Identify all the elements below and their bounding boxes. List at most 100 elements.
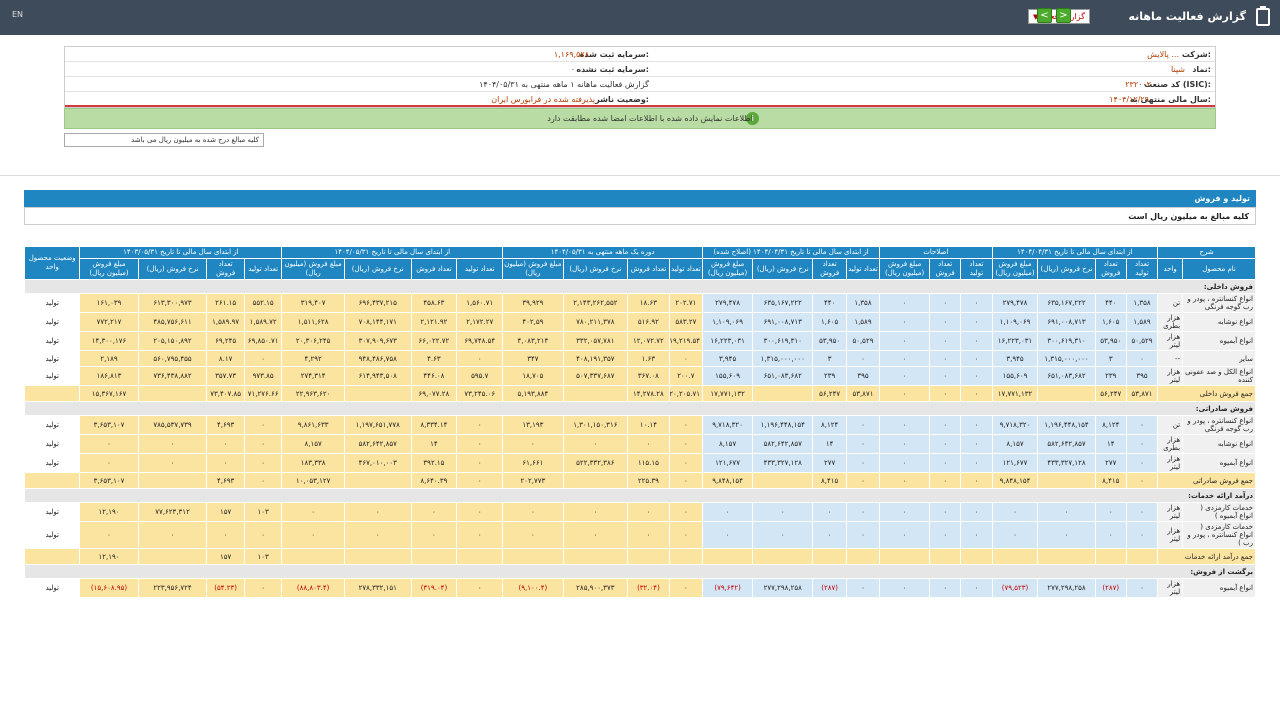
table-cell: ۰ xyxy=(562,521,629,549)
table-cell: ۵۸۳.۲۷ xyxy=(668,312,704,332)
table-cell: ۰ xyxy=(456,350,504,367)
sum-status xyxy=(23,385,81,402)
capital-label: سرمایه ثبت شده: xyxy=(579,50,649,59)
sum-cell xyxy=(752,472,814,489)
sum-cell: ۲۲,۹۶۳,۶۲۰ xyxy=(281,385,345,402)
table-cell: ۰ xyxy=(1125,434,1159,454)
table-cell: ۰ xyxy=(960,312,993,332)
table-cell: ۱,۱۹۶,۴۴۸,۱۵۴ xyxy=(752,415,814,435)
product-unit: هزار لیتر xyxy=(1157,578,1184,598)
table-cell: ۴۳۳,۳۲۷,۱۲۸ xyxy=(1037,453,1096,473)
table-cell: ۱۲,۱۹۰ xyxy=(79,502,139,522)
col-group-ytd-current: از ابتدای سال مالی تا تاریخ ۱۴۰۴/۰۵/۳۱ xyxy=(281,246,504,259)
sum-cell xyxy=(1037,472,1096,489)
sum-cell xyxy=(343,385,412,402)
sum-cell xyxy=(960,548,993,565)
language-toggle[interactable]: EN xyxy=(12,10,24,19)
table-cell: ۵۵۲.۱۵ xyxy=(243,293,283,313)
table-cell: ۰ xyxy=(960,434,993,454)
table-cell: ۰ xyxy=(668,453,704,473)
table-cell: ۷۸۵,۵۳۷,۷۳۹ xyxy=(137,415,208,435)
table-cell: ۰ xyxy=(960,502,993,522)
prev-button[interactable]: < xyxy=(1037,8,1052,23)
table-cell: ۰ xyxy=(502,502,564,522)
table-cell: ۷۳۶,۴۳۸,۸۸۲ xyxy=(137,366,208,386)
table-cell: ۱۰۳ xyxy=(243,502,283,522)
sum-cell: ۴,۶۹۳ xyxy=(206,472,245,489)
sum-row: جمع درآمد ارائه خدمات ۱۰۳ ۱۵۷ ۱۲,۱۹۰ xyxy=(23,548,1256,565)
info-row: نماد: شپنا سرمایه ثبت نشده: ۰ xyxy=(65,62,1215,77)
table-cell: ۹۴۸,۴۸۶,۷۵۸ xyxy=(343,350,412,367)
table-cell: ۰ xyxy=(243,434,283,454)
product-status: تولید xyxy=(23,366,81,386)
product-name: خدمات کارمزدی ( انواع آبمیوه ) xyxy=(1182,502,1256,522)
table-cell: ۰ xyxy=(410,502,458,522)
table-cell: ۲۰۵,۱۵۰,۸۹۲ xyxy=(137,331,208,351)
table-cell: ۰ xyxy=(929,331,962,351)
fiscal-year-label: سال مالی منتهی به: xyxy=(1129,95,1211,104)
table-cell: ۱۱۵.۱۵ xyxy=(627,453,670,473)
table-cell: ۷۸۰,۲۱۱,۳۷۸ xyxy=(562,312,629,332)
col-sub-header: تعداد فروش xyxy=(206,258,245,280)
table-cell: ۲۷۹,۴۷۸ xyxy=(702,293,754,313)
table-cell: ۱۶۱,۰۳۹ xyxy=(79,293,139,313)
table-row: انواع آبمیوه هزار لیتر ۰ ۲۷۷ ۴۳۳,۳۲۷,۱۲۸ ۱۲۱,… xyxy=(23,453,1256,473)
col-sub-header: تعداد تولید xyxy=(456,258,504,280)
table-cell: ۸,۳۳۴.۱۴ xyxy=(410,415,458,435)
product-unit: هزار لیتر xyxy=(1157,331,1184,351)
sum-cell: ۱۷,۷۷۱,۱۳۲ xyxy=(702,385,754,402)
table-row: انواع آبمیوه هزار لیتر ۵۰,۵۲۹ ۵۳,۹۵۰ ۳۰۰,۶۱۹… xyxy=(23,331,1256,351)
col-product: نام محصول xyxy=(1182,258,1256,280)
table-cell: ۶۱۳,۳۰۰,۹۷۳ xyxy=(137,293,208,313)
next-button[interactable]: > xyxy=(1056,8,1071,23)
sum-label: جمع فروش صادراتی xyxy=(1157,472,1256,489)
col-group-ytd-corrected: از ابتدای سال مالی تا تاریخ ۱۴۰۴/۰۴/۳۱ (… xyxy=(702,246,881,259)
table-cell: ۰ xyxy=(668,415,704,435)
col-sub-header: تعداد فروش xyxy=(627,258,670,280)
sum-cell xyxy=(137,472,208,489)
table-cell: ۲۷۷ xyxy=(812,453,847,473)
table-cell: ۱,۳۰۱,۱۵۰,۳۱۶ xyxy=(562,415,629,435)
table-cell: ۰ xyxy=(1125,502,1159,522)
sum-cell xyxy=(627,548,670,565)
sum-cell: ۱۴,۲۷۸.۲۸ xyxy=(627,385,670,402)
product-name: انواع آبمیوه xyxy=(1182,578,1256,598)
col-group-month: دوره یک ماهه منتهی به ۱۴۰۴/۰۵/۳۱ xyxy=(502,246,704,259)
info-icon: i xyxy=(746,112,759,125)
table-cell: ۰ xyxy=(960,331,993,351)
table-row: انواع آبمیوه هزار لیتر ۰ (۲۸۷) ۲۷۷,۲۹۸,۲۵۸ (۷… xyxy=(23,578,1256,598)
product-status: تولید xyxy=(23,578,81,598)
table-cell: ۱,۳۱۵,۰۰۰,۰۰۰ xyxy=(1037,350,1096,367)
product-status: تولید xyxy=(23,415,81,435)
table-cell: ۴۶۷,۰۱۰,۰۰۳ xyxy=(343,453,412,473)
table-cell: ۰ xyxy=(1037,502,1096,522)
table-cell: ۰ xyxy=(879,366,931,386)
table-cell: ۰ xyxy=(929,502,962,522)
divider xyxy=(65,105,1215,107)
sum-cell: ۰ xyxy=(845,472,881,489)
table-cell: ۲۷۷,۲۹۸,۲۵۸ xyxy=(752,578,814,598)
sum-cell: ۸,۴۱۵ xyxy=(812,472,847,489)
sum-status xyxy=(23,548,81,565)
table-cell: ۵۸۲,۶۴۲,۸۵۷ xyxy=(752,434,814,454)
category-row: برگشت از فروش: xyxy=(24,564,1256,579)
table-cell: ۳۹۲.۱۵ xyxy=(410,453,458,473)
sum-cell: ۰ xyxy=(960,472,993,489)
table-cell: ۰ xyxy=(879,578,931,598)
table-cell: ۲,۱۴۳,۲۶۲,۵۵۲ xyxy=(562,293,629,313)
sum-cell xyxy=(702,548,754,565)
table-cell: ۰ xyxy=(879,434,931,454)
table-cell: ۴۳۳,۳۲۷,۱۲۸ xyxy=(752,453,814,473)
table-cell: ۰ xyxy=(627,521,670,549)
col-group-ytd-prev: از ابتدای سال مالی تا تاریخ ۱۴۰۳/۰۵/۳۱ xyxy=(79,246,283,259)
table-cell: ۰ xyxy=(752,521,814,549)
table-cell: ۱۹,۲۱۹.۵۴ xyxy=(668,331,704,351)
table-cell: ۳۹۵ xyxy=(1125,366,1159,386)
product-unit: -- xyxy=(1157,350,1184,367)
table-cell: ۱,۱۹۶,۴۴۸,۱۵۴ xyxy=(1037,415,1096,435)
table-cell: ۱۸.۶۳ xyxy=(627,293,670,313)
table-cell: ۰ xyxy=(1094,502,1127,522)
table-cell: ۳۰۰,۶۱۹,۳۱۰ xyxy=(752,331,814,351)
table-cell: ۴,۰۸۳,۲۱۴ xyxy=(502,331,564,351)
product-name: انواع نوشابه xyxy=(1182,312,1256,332)
